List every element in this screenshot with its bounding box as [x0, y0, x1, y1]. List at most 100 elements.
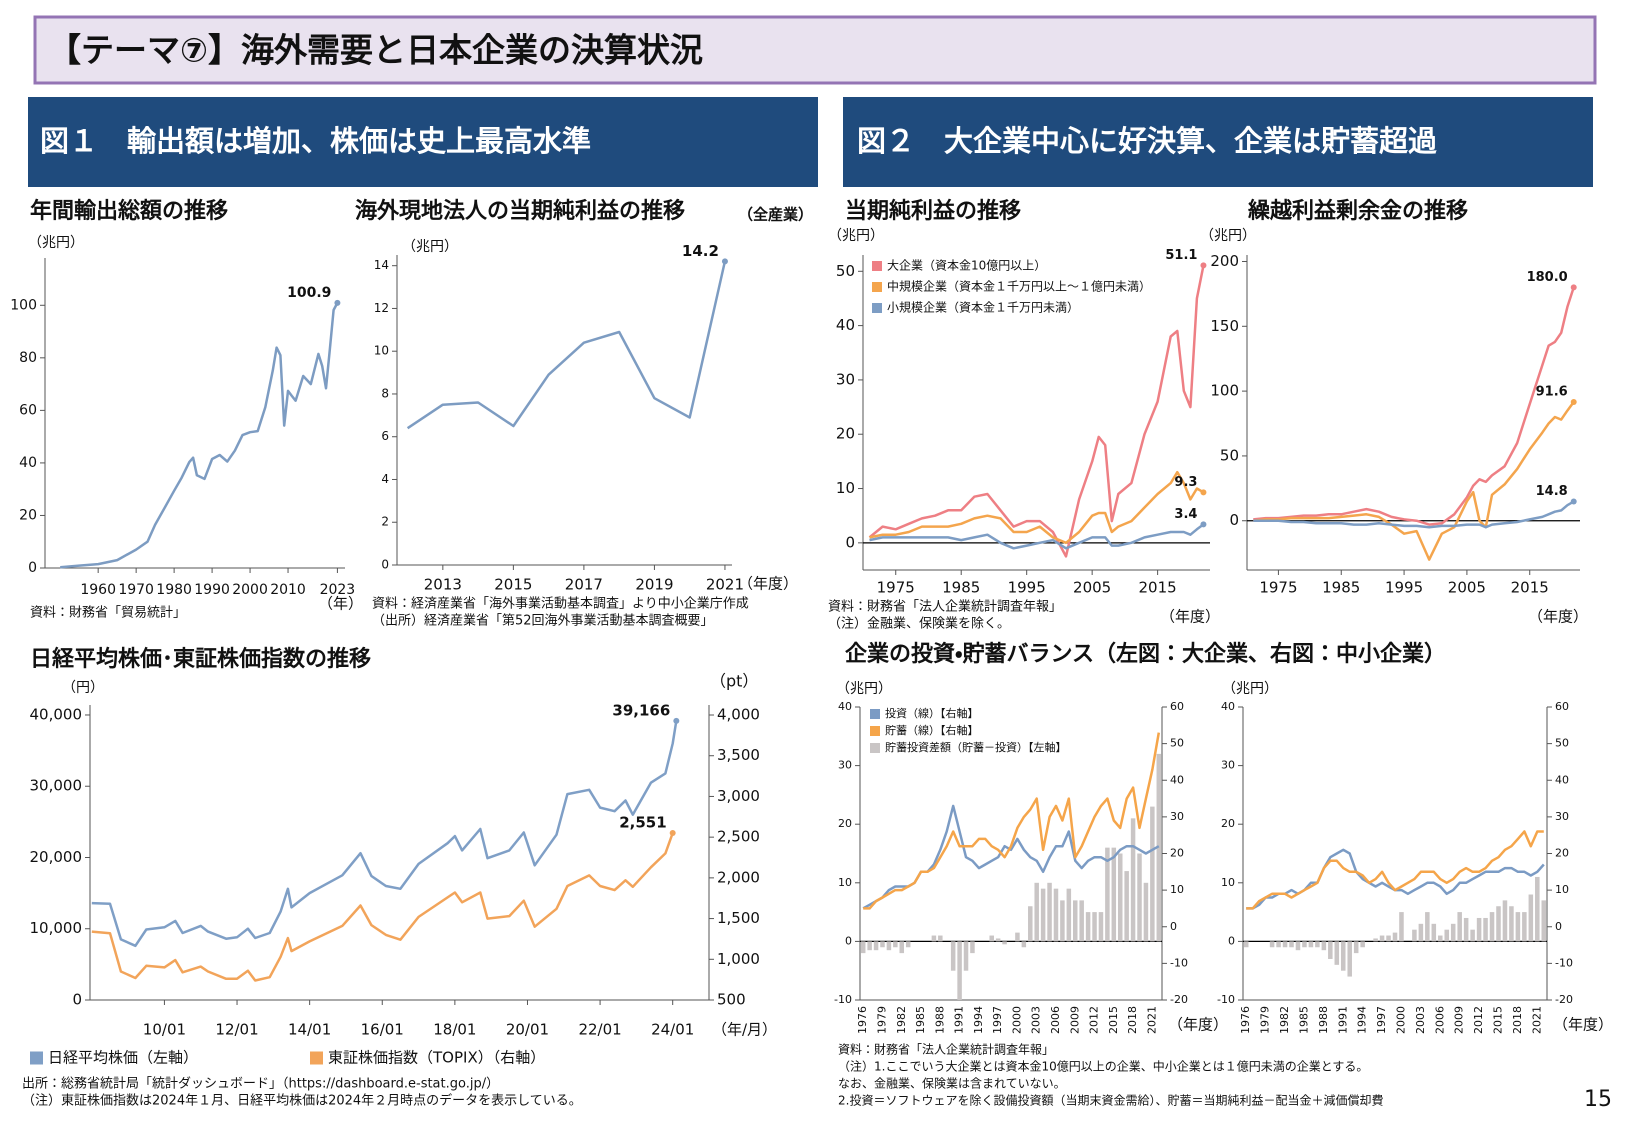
y-tick-label: 0 [1170, 920, 1177, 933]
bar [1028, 906, 1033, 942]
line [60, 302, 339, 569]
x-axis-label: （年度） [1160, 608, 1220, 626]
line [1246, 830, 1544, 910]
x-tick-label: 2023 [320, 582, 356, 598]
chart-title: 当期純利益の推移 [845, 198, 1021, 224]
bar [1066, 888, 1072, 942]
x-tick-label: 2015 [494, 576, 532, 594]
x-tick-label: 1994 [1356, 1006, 1369, 1034]
bar [1392, 932, 1398, 942]
bar [1021, 941, 1027, 948]
bar [1463, 917, 1469, 942]
x-tick-label: 2015 [1511, 579, 1549, 597]
x-tick-label: 12/01 [215, 1021, 258, 1039]
y-tick-label: 8 [381, 386, 389, 400]
data-label: 51.1 [1165, 248, 1197, 263]
data-label: 2,551 [619, 813, 666, 831]
x-tick-label: 20/01 [506, 1021, 549, 1039]
x-tick-label: 1982 [1278, 1006, 1291, 1034]
y-tick-label: 20 [836, 425, 855, 443]
bar [1386, 935, 1391, 942]
y-tick-label: -10 [834, 993, 852, 1006]
x-tick-label: 1970 [118, 582, 154, 598]
x-axis-label: （年度） [1168, 1016, 1228, 1034]
y-axis-label: （兆円） [402, 239, 458, 255]
x-tick-label: 24/01 [651, 1021, 694, 1039]
line [869, 523, 1205, 550]
bar [950, 941, 956, 971]
note: 出所：総務省統計局「統計ダッシュボード」（https://dashboard.e… [22, 1076, 499, 1092]
y-tick-label: 60 [1555, 700, 1569, 713]
bar [1321, 941, 1327, 951]
bar [970, 941, 975, 954]
x-tick-label: 1991 [1336, 1006, 1349, 1034]
y-tick-label: 10 [1170, 883, 1184, 896]
bar [995, 938, 1001, 942]
x-axis-label: （年度） [738, 575, 798, 593]
y-axis-label: （兆円） [1222, 681, 1278, 697]
bar [931, 935, 937, 942]
end-point [721, 258, 728, 265]
x-tick-label: 1975 [877, 579, 915, 597]
note: なお、金融業、保険業は含まれていない。 [838, 1077, 1066, 1091]
x-tick-label: 1976 [856, 1006, 869, 1034]
y-tick-label: 10 [1221, 876, 1235, 889]
x-tick-label: 1985 [1297, 1006, 1310, 1034]
x-tick-label: 2006 [1433, 1006, 1446, 1034]
x-tick-label: 1988 [933, 1006, 946, 1034]
y-tick-label: 14 [374, 258, 389, 272]
y-tick-label: 20,000 [30, 848, 83, 866]
x-tick-label: 1997 [991, 1006, 1004, 1034]
x-tick-label: 2021 [706, 576, 744, 594]
legend-swatch [870, 726, 880, 736]
note: 資料：財務省「貿易統計」 [30, 605, 186, 621]
end-point [1200, 521, 1207, 528]
y-axis-label: （兆円） [28, 235, 84, 251]
x-tick-label: 1995 [1385, 579, 1423, 597]
y-tick-label: 20 [1555, 847, 1569, 860]
bar [1315, 941, 1320, 948]
note: （出所）経済産業省「第52回海外事業活動基本調査概要」 [372, 613, 714, 629]
y-tick-label: 10 [838, 876, 852, 889]
end-point [1570, 284, 1577, 291]
y-tick-label: 40 [836, 316, 855, 334]
bar [1098, 912, 1104, 942]
x-tick-label: 1995 [1008, 579, 1046, 597]
legend-label: 貯蓄（線）【右軸】 [885, 723, 979, 737]
x-tick-label: 1976 [1239, 1006, 1252, 1034]
bar [1522, 912, 1527, 942]
end-point [669, 829, 676, 836]
x-tick-label: 1990 [194, 582, 230, 598]
x-tick-label: 1994 [972, 1006, 985, 1034]
bar [1360, 941, 1365, 948]
bar [963, 941, 969, 971]
x-tick-label: 14/01 [288, 1021, 331, 1039]
slide-title: 【テーマ⑦】海外需要と日本企業の決算状況 [48, 31, 703, 70]
y-tick-label: 40 [1555, 773, 1569, 786]
note: （注）東証株価指数は2024年１月、日経平均株価は2024年２月時点のデータを表… [22, 1093, 582, 1109]
x-tick-label: 2000 [232, 582, 268, 598]
y-tick-label: 30 [1170, 810, 1184, 823]
y-tick-label: 2 [381, 515, 389, 529]
bar [1444, 929, 1450, 942]
bar [860, 941, 866, 954]
bar [1431, 923, 1437, 942]
x-tick-label: 1979 [1259, 1006, 1272, 1034]
legend-swatch [870, 709, 880, 719]
bar [886, 941, 892, 951]
legend-swatch [872, 303, 882, 313]
bar [1425, 912, 1430, 942]
bar [1528, 894, 1534, 942]
bar [1060, 900, 1065, 942]
bar [880, 941, 885, 948]
panel-title: 図２ 大企業中心に好決算、企業は貯蓄超過 [857, 124, 1437, 158]
bar [899, 941, 905, 954]
legend-label: 中規模企業（資本金１千万円以上～１億円未満） [887, 279, 1151, 294]
line [1253, 500, 1575, 529]
bar [1379, 935, 1385, 942]
bar [1002, 941, 1007, 945]
bar [1340, 941, 1346, 971]
legend-swatch [872, 282, 882, 292]
y-axis-label: （兆円） [836, 681, 892, 697]
y-tick-label: 0 [1555, 920, 1562, 933]
